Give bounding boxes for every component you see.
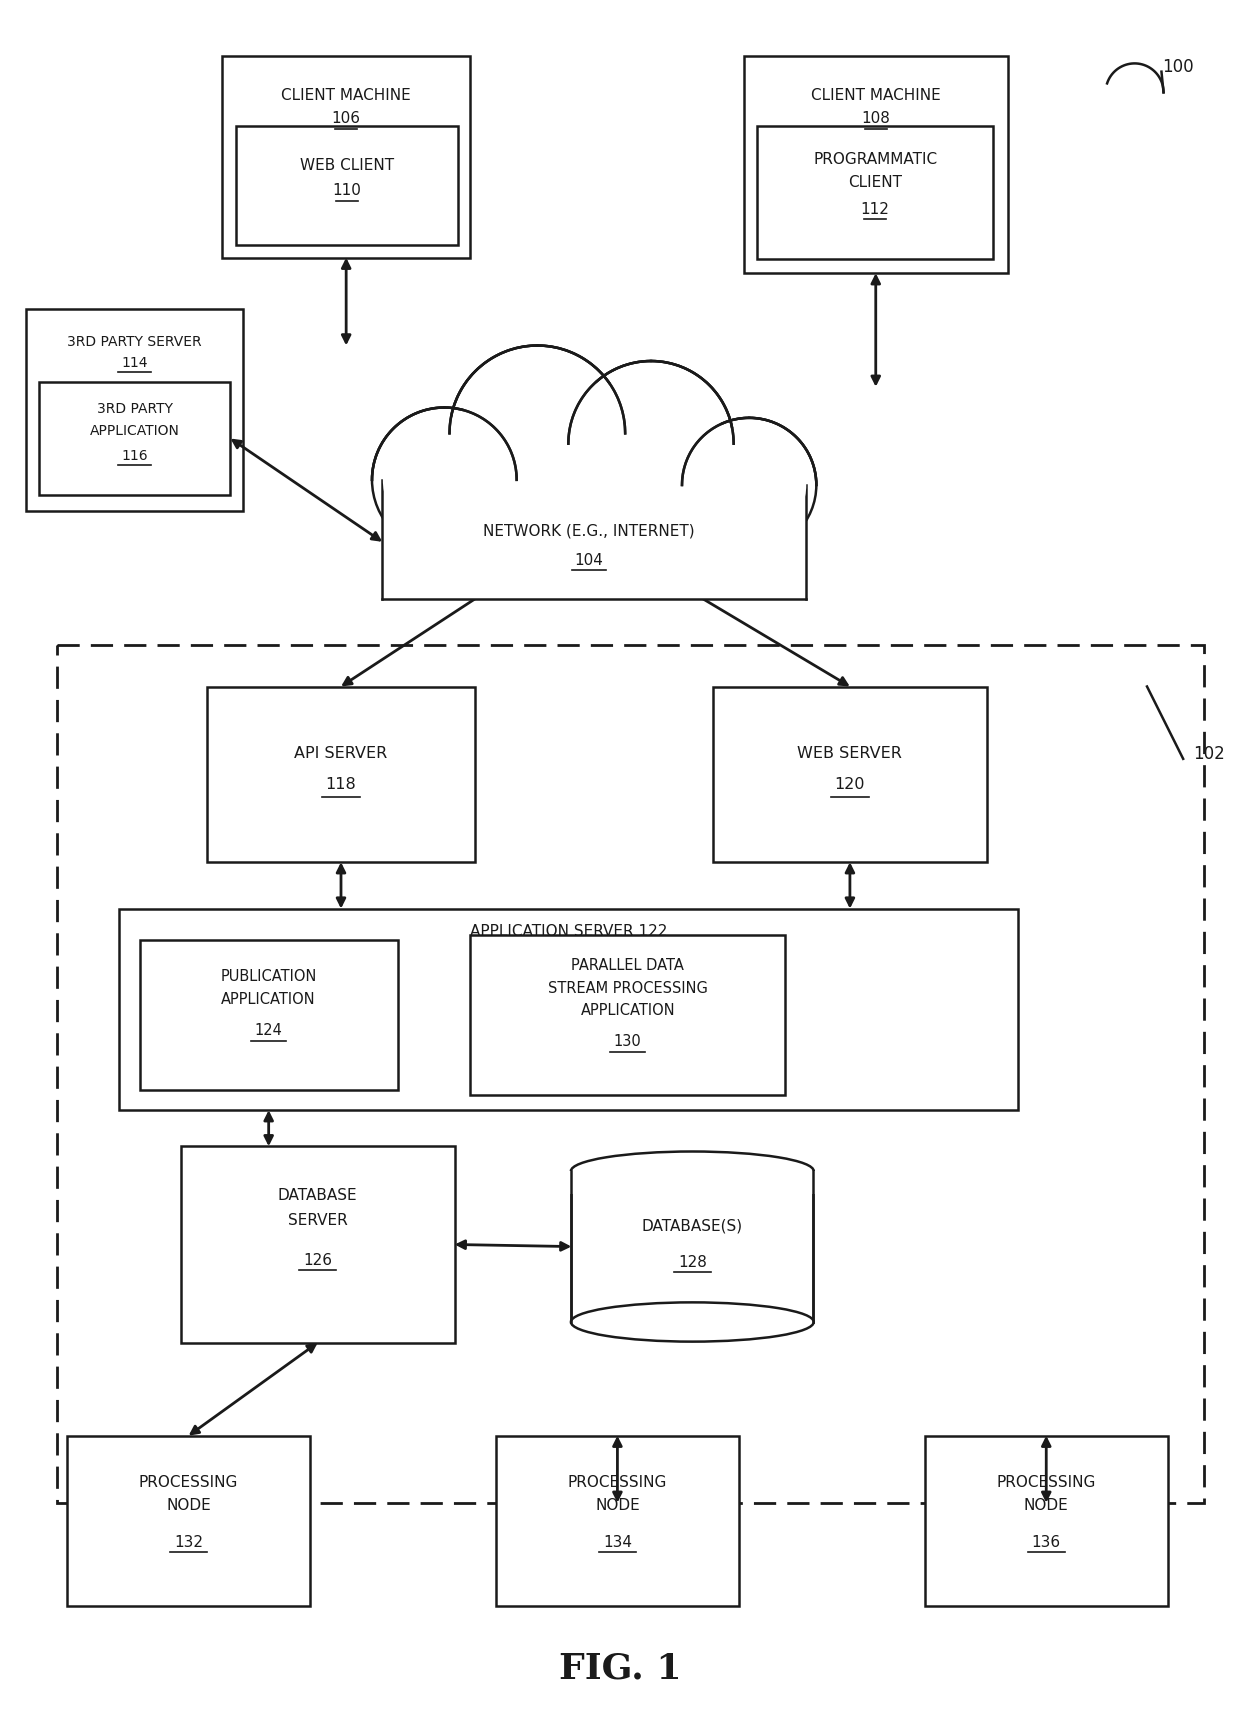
Circle shape — [381, 417, 508, 543]
Ellipse shape — [362, 408, 796, 614]
Text: 118: 118 — [326, 776, 356, 792]
Bar — [758, 127, 993, 259]
Text: NETWORK (E.G., INTERNET): NETWORK (E.G., INTERNET) — [484, 524, 694, 538]
Circle shape — [682, 418, 816, 552]
Text: APPLICATION: APPLICATION — [222, 992, 316, 1008]
Circle shape — [689, 425, 808, 543]
Text: PARALLEL DATA: PARALLEL DATA — [572, 958, 684, 974]
Circle shape — [578, 370, 724, 516]
Bar — [568, 1171, 817, 1195]
Text: WEB SERVER: WEB SERVER — [797, 746, 903, 761]
Text: API SERVER: API SERVER — [294, 746, 388, 761]
Text: FIG. 1: FIG. 1 — [559, 1651, 681, 1685]
Bar — [40, 382, 231, 495]
Bar — [207, 687, 475, 862]
Text: APPLICATION: APPLICATION — [580, 1003, 675, 1018]
Text: 112: 112 — [861, 202, 889, 216]
Circle shape — [449, 346, 625, 521]
Text: WEB CLIENT: WEB CLIENT — [300, 158, 394, 173]
Circle shape — [383, 418, 506, 542]
Text: NODE: NODE — [595, 1498, 640, 1513]
Text: CLIENT MACHINE: CLIENT MACHINE — [281, 87, 410, 103]
Ellipse shape — [570, 1152, 813, 1191]
Text: 3RD PARTY SERVER: 3RD PARTY SERVER — [67, 336, 202, 350]
Circle shape — [692, 428, 806, 542]
Circle shape — [580, 374, 722, 514]
Bar — [26, 309, 243, 511]
Bar — [496, 1436, 739, 1606]
Text: 104: 104 — [574, 554, 604, 567]
Bar — [139, 939, 398, 1090]
Circle shape — [372, 408, 517, 552]
Text: PROCESSING: PROCESSING — [997, 1474, 1096, 1489]
Ellipse shape — [570, 1303, 813, 1342]
Text: NODE: NODE — [1024, 1498, 1069, 1513]
Text: 124: 124 — [254, 1023, 283, 1039]
Bar — [744, 57, 1008, 273]
Text: 100: 100 — [1163, 58, 1194, 75]
Text: PROCESSING: PROCESSING — [139, 1474, 238, 1489]
Text: SERVER: SERVER — [288, 1214, 347, 1229]
Text: 110: 110 — [332, 183, 361, 199]
Text: APPLICATION SERVER 122: APPLICATION SERVER 122 — [470, 924, 667, 939]
Text: PROCESSING: PROCESSING — [568, 1474, 667, 1489]
Text: 128: 128 — [678, 1255, 707, 1270]
Bar — [572, 1171, 815, 1321]
Text: CLIENT: CLIENT — [848, 175, 903, 190]
Text: 120: 120 — [835, 776, 866, 792]
Bar — [236, 127, 458, 245]
Bar — [222, 57, 470, 257]
Bar — [713, 687, 987, 862]
Bar — [925, 1436, 1168, 1606]
Bar — [67, 1436, 310, 1606]
Text: 132: 132 — [174, 1534, 203, 1549]
Text: DATABASE: DATABASE — [278, 1188, 357, 1203]
Text: 136: 136 — [1032, 1534, 1060, 1549]
Text: 130: 130 — [614, 1035, 641, 1049]
Bar — [181, 1147, 455, 1342]
Text: 102: 102 — [1194, 746, 1225, 763]
Bar — [57, 644, 1204, 1503]
Text: 3RD PARTY: 3RD PARTY — [97, 401, 172, 415]
Bar — [382, 480, 806, 598]
Circle shape — [460, 357, 615, 511]
Text: DATABASE(S): DATABASE(S) — [642, 1219, 743, 1234]
Circle shape — [568, 362, 734, 526]
Text: 106: 106 — [331, 111, 361, 125]
Text: NODE: NODE — [166, 1498, 211, 1513]
Text: STREAM PROCESSING: STREAM PROCESSING — [548, 980, 708, 996]
Text: PROGRAMMATIC: PROGRAMMATIC — [813, 153, 937, 166]
Circle shape — [463, 358, 613, 507]
Bar — [470, 934, 785, 1095]
Bar — [119, 908, 1018, 1111]
Text: PUBLICATION: PUBLICATION — [221, 970, 317, 984]
Text: 108: 108 — [862, 111, 890, 125]
Text: 114: 114 — [122, 357, 148, 370]
Text: 134: 134 — [603, 1534, 632, 1549]
Text: 116: 116 — [122, 449, 148, 463]
Text: 126: 126 — [304, 1253, 332, 1267]
Text: CLIENT MACHINE: CLIENT MACHINE — [811, 87, 941, 103]
Text: APPLICATION: APPLICATION — [91, 425, 180, 439]
